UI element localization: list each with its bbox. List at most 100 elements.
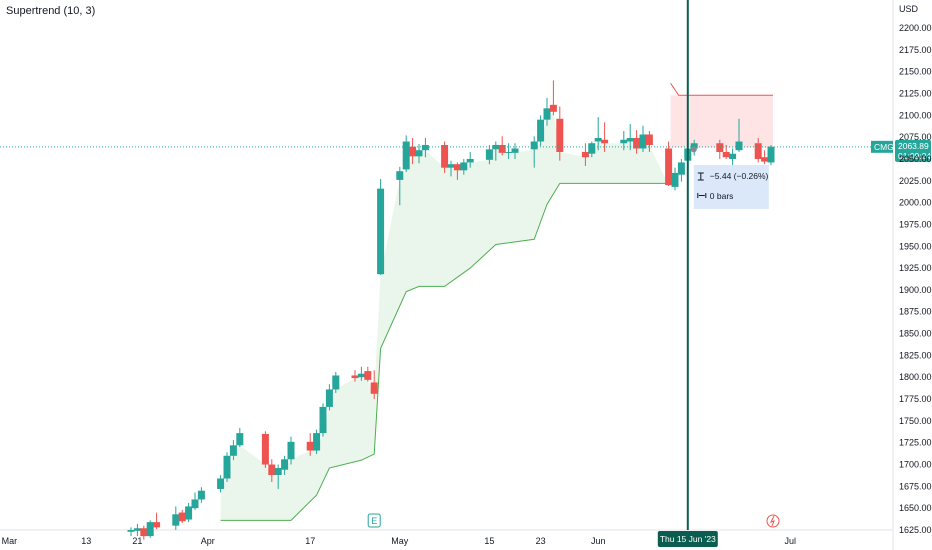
candle-body [543,108,551,120]
candle-body [409,146,417,157]
measure-tooltip: −5.44 (−0.26%) 0 bars [690,146,769,209]
candle-body [306,441,314,451]
lightning-glyph [770,515,775,527]
price-badge-countdown: 01:09:24 [898,151,931,161]
price-tick-label: 1625.00 [899,525,932,535]
candle-body [511,148,519,153]
candle-body [633,138,641,149]
trade-zone-top-line [670,82,773,96]
candle-body [127,530,135,532]
candle-body [185,506,193,520]
candle-body [223,455,231,479]
price-tick-label: 2200.00 [899,23,932,33]
candle-body [690,143,698,149]
crosshair-date-box [657,531,718,547]
candle-body [217,478,225,489]
currency-label: USD [899,4,919,14]
price-axis[interactable]: USD 2200.00 2175.00 2150.00 2125.00 2100.00 20… [899,4,932,535]
candle-body [620,139,628,144]
candle-body [172,514,180,526]
candle-body [274,468,282,475]
price-tick-label: 2075.00 [899,132,932,142]
price-tick-label: 2150.00 [899,67,932,77]
candles [127,80,775,540]
candle-body [357,373,365,378]
candle-body [761,157,769,162]
candle-body [716,143,724,152]
candle-body [460,162,468,171]
time-tick-label: Mar [2,536,18,546]
candle-body [735,141,743,151]
candle-body [645,134,653,145]
price-tick-label: 2025.00 [899,176,932,186]
candle-body [319,406,327,434]
price-badge-value: 2063.89 [898,141,929,151]
price-tick-label: 1950.00 [899,241,932,251]
candle-body [549,104,557,112]
candle-body [325,389,333,407]
price-tick-label: 1925.00 [899,263,932,273]
candle-body [505,151,513,153]
candle-body [722,151,730,158]
price-tick-label: 1650.00 [899,503,932,513]
time-axis[interactable]: Mar 13 21 Apr 17 May 15 23 Jun Jul [2,536,796,546]
candle-body [485,149,493,160]
candle-body [466,158,474,163]
candle-body [441,144,449,168]
price-tick-label: 1725.00 [899,438,932,448]
price-tick-label: 2175.00 [899,45,932,55]
candle-body [287,441,295,460]
price-tick-label: 1975.00 [899,219,932,229]
trade-zone [670,82,773,148]
candle-body [537,119,545,142]
candle-body [268,464,276,475]
time-tick-label: 13 [81,536,91,546]
symbol-badge-text: CMG [874,142,894,152]
candle-body [671,172,679,187]
supertrend-fill-area [220,111,669,521]
trade-zone-rect [670,95,773,148]
time-tick-label: Jun [591,536,606,546]
measure-start-dot [690,146,697,153]
candle-body [402,141,410,170]
time-tick-label: Jul [784,536,796,546]
candle-body [229,445,237,456]
bars-icon [697,193,707,198]
price-tick-label: 1800.00 [899,372,932,382]
time-tick-label: 17 [305,536,315,546]
price-tick-label: 1900.00 [899,285,932,295]
candle-body [178,512,186,522]
indicator-legend[interactable]: Supertrend (10, 3) [6,5,96,17]
candle-body [729,153,737,159]
candle-body [447,164,455,168]
measure-change: −5.44 (−0.26%) [710,171,769,181]
price-tick-label: 2000.00 [899,198,932,208]
candle-body [153,522,161,528]
time-tick-label: May [391,536,409,546]
measure-box [693,165,769,209]
earnings-icon [367,513,381,528]
time-tick-label: 15 [484,536,494,546]
candle-body [626,138,634,142]
supertrend-line [220,182,669,521]
price-tick-label: 2125.00 [899,88,932,98]
earnings-icon-label: E [371,516,377,526]
candle-body [197,490,205,500]
height-icon [697,172,704,181]
price-tick-label: 1775.00 [899,394,932,404]
candle-body [236,433,244,446]
measure-bars: 0 bars [710,191,734,201]
candle-body [332,375,340,390]
candle-body [754,143,762,159]
crosshair-date-label: Thu 15 Jun '23 [660,534,716,544]
candle-body [140,528,148,537]
candle-body [370,382,378,394]
candle-body [601,139,609,144]
supertrend-path [220,182,669,521]
price-tick-label: 1875.00 [899,307,932,317]
price-tick-label: 2100.00 [899,110,932,120]
candle-body [281,459,289,470]
price-badge [895,139,931,162]
